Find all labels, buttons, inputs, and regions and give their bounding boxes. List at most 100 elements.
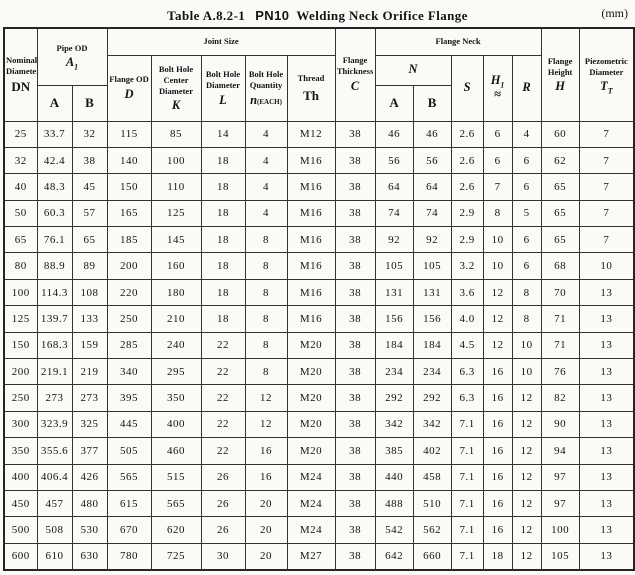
cell-neck-r: 12: [511, 384, 542, 412]
cell-pipe-od-a: 273: [36, 384, 73, 412]
cell-pipe-od-a: 508: [36, 516, 73, 544]
cell-dn: 250: [3, 384, 38, 412]
cell-dn: 80: [3, 252, 38, 280]
table-row: 250 273 273 395 350 22 12 M20 38 292 292 6.3 16 12 82 1…: [3, 384, 635, 412]
cell-neck-n-a: 385: [374, 437, 414, 465]
cell-neck-n-b: 92: [412, 226, 452, 254]
cell-piezometric-tt: 13: [578, 437, 635, 465]
cell-neck-r: 12: [511, 410, 542, 439]
cell-bolt-hole-dia-l: 30: [200, 542, 246, 571]
header-neck-n: N: [374, 54, 452, 86]
header-neck-n-b: B: [412, 84, 452, 122]
cell-thickness-c: 38: [334, 463, 376, 491]
cell-thickness-c: 38: [334, 410, 376, 439]
cell-neck-r: 4: [511, 120, 542, 148]
cell-neck-n-b: 562: [412, 516, 452, 544]
cell-pipe-od-b: 32: [71, 120, 108, 148]
cell-bolt-hole-center-k: 110: [150, 173, 202, 201]
cell-neck-r: 6: [511, 173, 542, 201]
cell-height-h: 90: [540, 410, 580, 439]
cell-thread-th: M16: [286, 199, 336, 228]
cell-pipe-od-a: 76.1: [36, 226, 73, 254]
cell-thickness-c: 38: [334, 199, 376, 228]
header-neck-h1: H1 ≈: [482, 54, 513, 122]
cell-height-h: 62: [540, 146, 580, 175]
cell-neck-r: 12: [511, 437, 542, 465]
cell-neck-n-b: 342: [412, 410, 452, 439]
cell-pipe-od-b: 530: [71, 516, 108, 544]
table-row: 125 139.7 133 250 210 18 8 M16 38 156 156 4.0 12 8 71 1…: [3, 305, 635, 333]
cell-pipe-od-b: 45: [71, 173, 108, 201]
cell-height-h: 65: [540, 173, 580, 201]
header-flange-thickness: Flange Thickness C: [334, 27, 376, 122]
cell-neck-r: 12: [511, 489, 542, 518]
cell-neck-h1: 16: [482, 516, 513, 544]
header-pipe-od-b: B: [71, 84, 108, 122]
cell-bolt-hole-dia-l: 18: [200, 305, 246, 333]
cell-flange-od-d: 220: [106, 278, 152, 307]
cell-bolt-hole-qty-n: 20: [244, 542, 288, 571]
cell-pipe-od-b: 65: [71, 226, 108, 254]
cell-pipe-od-b: 377: [71, 437, 108, 465]
cell-neck-h1: 10: [482, 252, 513, 280]
table-row: 50 60.3 57 165 125 18 4 M16 38 74 74 2.9 8 5 65 7: [3, 199, 635, 228]
cell-neck-n-a: 74: [374, 199, 414, 228]
cell-neck-s: 4.5: [450, 331, 484, 360]
cell-neck-n-a: 46: [374, 120, 414, 148]
header-neck-r: R: [511, 54, 542, 122]
cell-thread-th: M24: [286, 516, 336, 544]
cell-thread-th: M20: [286, 410, 336, 439]
cell-neck-s: 4.0: [450, 305, 484, 333]
cell-neck-n-b: 292: [412, 384, 452, 412]
cell-thickness-c: 38: [334, 173, 376, 201]
cell-bolt-hole-qty-n: 4: [244, 173, 288, 201]
cell-dn: 25: [3, 120, 38, 148]
cell-bolt-hole-dia-l: 18: [200, 146, 246, 175]
cell-bolt-hole-qty-n: 4: [244, 120, 288, 148]
cell-pipe-od-b: 630: [71, 542, 108, 571]
cell-bolt-hole-qty-n: 8: [244, 252, 288, 280]
cell-bolt-hole-qty-n: 8: [244, 278, 288, 307]
cell-thread-th: M27: [286, 542, 336, 571]
cell-neck-r: 6: [511, 146, 542, 175]
cell-bolt-hole-center-k: 145: [150, 226, 202, 254]
cell-thread-th: M20: [286, 358, 336, 386]
cell-bolt-hole-center-k: 620: [150, 516, 202, 544]
cell-bolt-hole-qty-n: 16: [244, 437, 288, 465]
cell-flange-od-d: 780: [106, 542, 152, 571]
cell-bolt-hole-center-k: 725: [150, 542, 202, 571]
cell-thread-th: M16: [286, 173, 336, 201]
cell-neck-s: 2.9: [450, 199, 484, 228]
cell-pipe-od-b: 426: [71, 463, 108, 491]
cell-neck-n-b: 156: [412, 305, 452, 333]
header-nominal-diameter: Nominal Diameter DN: [3, 27, 38, 122]
cell-piezometric-tt: 7: [578, 226, 635, 254]
cell-thickness-c: 38: [334, 146, 376, 175]
cell-height-h: 97: [540, 489, 580, 518]
cell-dn: 100: [3, 278, 38, 307]
cell-flange-od-d: 185: [106, 226, 152, 254]
cell-flange-od-d: 615: [106, 489, 152, 518]
cell-pipe-od-a: 88.9: [36, 252, 73, 280]
cell-bolt-hole-dia-l: 22: [200, 358, 246, 386]
cell-bolt-hole-center-k: 515: [150, 463, 202, 491]
cell-bolt-hole-center-k: 350: [150, 384, 202, 412]
cell-piezometric-tt: 7: [578, 173, 635, 201]
cell-neck-r: 10: [511, 331, 542, 360]
cell-dn: 65: [3, 226, 38, 254]
cell-neck-h1: 6: [482, 146, 513, 175]
cell-pipe-od-b: 480: [71, 489, 108, 518]
cell-neck-n-b: 234: [412, 358, 452, 386]
cell-neck-s: 2.9: [450, 226, 484, 254]
cell-neck-h1: 16: [482, 410, 513, 439]
cell-dn: 350: [3, 437, 38, 465]
cell-bolt-hole-qty-n: 20: [244, 489, 288, 518]
cell-neck-n-a: 234: [374, 358, 414, 386]
cell-neck-s: 3.2: [450, 252, 484, 280]
cell-dn: 32: [3, 146, 38, 175]
header-pipe-od: Pipe OD A1: [36, 27, 108, 86]
cell-piezometric-tt: 10: [578, 252, 635, 280]
cell-neck-s: 7.1: [450, 542, 484, 571]
table-row: 450 457 480 615 565 26 20 M24 38 488 510 7.1 16 12 97 1…: [3, 489, 635, 518]
cell-thickness-c: 38: [334, 120, 376, 148]
